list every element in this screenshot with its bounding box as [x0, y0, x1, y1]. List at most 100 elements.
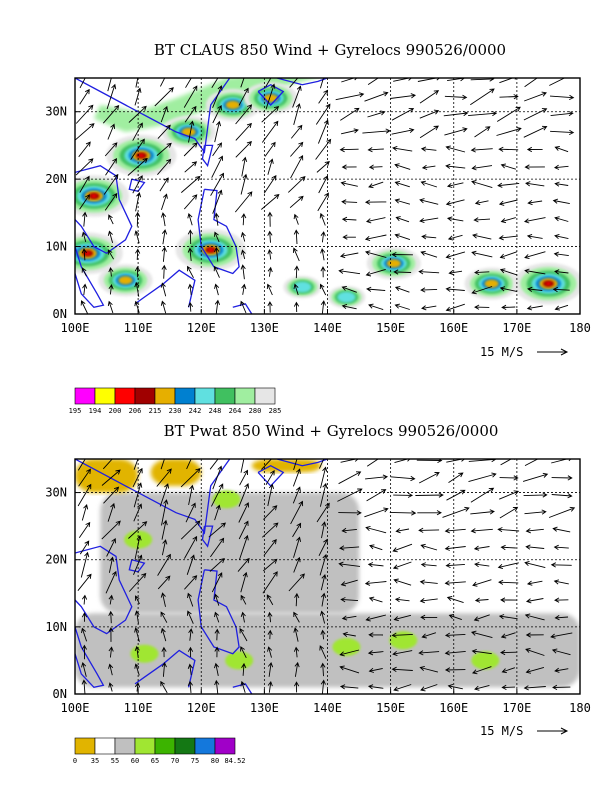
wind-vector: [318, 89, 329, 104]
wind-vector: [321, 521, 327, 539]
wind-vector: [214, 120, 222, 143]
wind-vector: [473, 217, 491, 223]
wind-vector: [339, 665, 360, 674]
wind-vector: [500, 217, 516, 224]
wind-vector: [391, 666, 413, 672]
wind-vector: [474, 561, 490, 568]
wind-vector: [132, 122, 143, 141]
wind-vector: [103, 173, 119, 195]
wind-vector: [75, 104, 94, 124]
wind-vector: [445, 286, 465, 292]
wind-vector: [474, 304, 490, 310]
pwat-region: [100, 492, 360, 614]
wind-vector: [154, 87, 174, 107]
wind-vector: [183, 194, 198, 210]
wind-vector: [212, 104, 222, 124]
wind-vector: [550, 129, 575, 136]
wind-vector: [239, 469, 248, 486]
wind-vector: [444, 528, 466, 534]
wind-vector: [525, 181, 545, 187]
wind-vector: [212, 142, 223, 157]
wind-vector: [78, 468, 91, 487]
wind-vector: [240, 249, 246, 260]
wind-vector: [293, 646, 300, 658]
wind-vector: [498, 146, 519, 152]
wind-vector: [77, 483, 92, 507]
wind-vector: [319, 645, 327, 659]
wind-vector: [418, 527, 440, 533]
colorbar-swatch: [174, 387, 196, 405]
wind-vector: [447, 234, 463, 241]
wind-vector: [421, 305, 437, 311]
wind-vector: [442, 506, 470, 518]
cloud-cell: [484, 279, 499, 288]
wind-vector: [444, 667, 466, 673]
wind-vector: [188, 628, 194, 641]
wind-vector: [293, 283, 299, 296]
cloud-field: [75, 78, 580, 309]
wind-vector: [365, 525, 387, 534]
wind-vector: [135, 211, 141, 227]
wind-vector: [108, 214, 114, 225]
wind-vector: [241, 283, 247, 295]
wind-vector: [368, 164, 383, 170]
wind-vector: [551, 648, 571, 656]
wind-vector: [500, 163, 517, 170]
coastline-segment: [134, 649, 196, 688]
wind-vector: [391, 108, 415, 121]
wind-vector: [444, 545, 466, 551]
wind-vector: [320, 231, 326, 243]
wind-vector: [267, 266, 273, 277]
wind-vector: [261, 120, 279, 143]
wind-vector: [292, 486, 301, 504]
colorbar-label: 0: [73, 757, 77, 765]
wind-vector: [524, 459, 544, 466]
wind-vector: [448, 614, 462, 621]
colorbar-swatch: [154, 737, 176, 755]
wind-vector: [525, 544, 545, 550]
cloud-cell: [386, 259, 401, 268]
wind-vector: [101, 469, 121, 486]
wind-vector: [81, 612, 88, 622]
colorbar-label: 84.52: [224, 757, 245, 765]
wind-vector: [238, 502, 250, 523]
wind-vector: [108, 610, 114, 624]
wind-vector: [108, 663, 114, 676]
wind-vector: [238, 520, 249, 540]
wind-vector: [553, 579, 569, 585]
wind-vector: [316, 160, 330, 173]
wind-vector: [364, 91, 389, 102]
wind-vector: [240, 594, 247, 605]
wind-vector: [134, 682, 141, 692]
wind-vector: [549, 94, 575, 101]
wind-vector: [319, 283, 327, 296]
y-tick-label: 0N: [53, 307, 67, 321]
wind-vector: [367, 147, 384, 153]
cloud-cell: [293, 281, 312, 293]
wind-vector: [318, 459, 325, 469]
wind-vector: [366, 459, 379, 467]
wind-vector: [134, 627, 140, 642]
wind-vector: [471, 630, 493, 639]
wind-vector: [134, 230, 140, 244]
colorbar-swatch: [74, 387, 96, 405]
wind-vector: [523, 217, 546, 224]
wind-vector: [365, 268, 386, 277]
wind-vector: [526, 146, 543, 153]
wind-vector: [105, 570, 117, 594]
wind-vector: [104, 192, 118, 211]
wind-vector: [369, 544, 383, 551]
panel-pwat: BT Pwat 850 Wind + Gyrelocs 990526/0000 …: [45, 422, 591, 765]
wind-vector: [501, 684, 516, 691]
wind-vector: [473, 614, 490, 622]
wind-vector: [103, 486, 120, 504]
coastline-segment: [276, 459, 328, 467]
wind-vector: [294, 661, 300, 677]
coastline-segment: [75, 246, 105, 309]
wind-vector: [266, 594, 274, 606]
pwat-moist-spot: [225, 651, 254, 670]
coastline-segment: [276, 78, 328, 86]
wind-vector: [468, 472, 497, 483]
wind-vector: [320, 300, 326, 314]
wind-vector: [499, 475, 519, 481]
